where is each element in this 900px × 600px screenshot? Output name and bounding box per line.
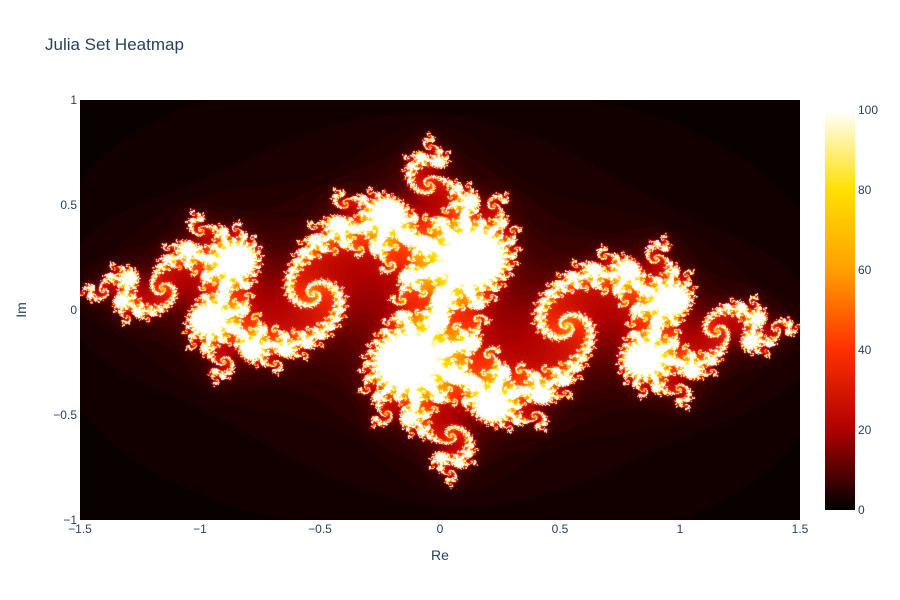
x-tick-label: −0.5	[308, 522, 332, 536]
colorbar-ticks: 0 20 40 60 80 100	[858, 103, 878, 517]
x-tick-label: −1	[193, 522, 207, 536]
colorbar-tick-label: 20	[858, 423, 872, 437]
y-axis-ticks: −1 −0.5 0 0.5 1	[53, 93, 77, 527]
x-tick-label: 0	[437, 522, 444, 536]
x-axis-label: Re	[431, 547, 449, 563]
chart-title: Julia Set Heatmap	[45, 35, 184, 54]
x-axis-ticks: −1.5 −1 −0.5 0 0.5 1 1.5	[68, 522, 809, 536]
colorbar	[825, 110, 855, 510]
x-tick-label: 0.5	[552, 522, 569, 536]
y-tick-label: −1	[63, 513, 77, 527]
x-tick-label: −1.5	[68, 522, 92, 536]
y-tick-label: −0.5	[53, 408, 77, 422]
y-tick-label: 0	[70, 303, 77, 317]
colorbar-tick-label: 40	[858, 343, 872, 357]
colorbar-tick-label: 60	[858, 263, 872, 277]
y-axis-label: Im	[13, 302, 29, 318]
colorbar-tick-label: 100	[858, 103, 878, 117]
x-tick-label: 1	[677, 522, 684, 536]
colorbar-tick-label: 80	[858, 183, 872, 197]
heatmap-image[interactable]	[80, 100, 800, 520]
x-tick-label: 1.5	[792, 522, 809, 536]
y-tick-label: 1	[70, 93, 77, 107]
y-tick-label: 0.5	[60, 198, 77, 212]
colorbar-tick-label: 0	[858, 503, 865, 517]
